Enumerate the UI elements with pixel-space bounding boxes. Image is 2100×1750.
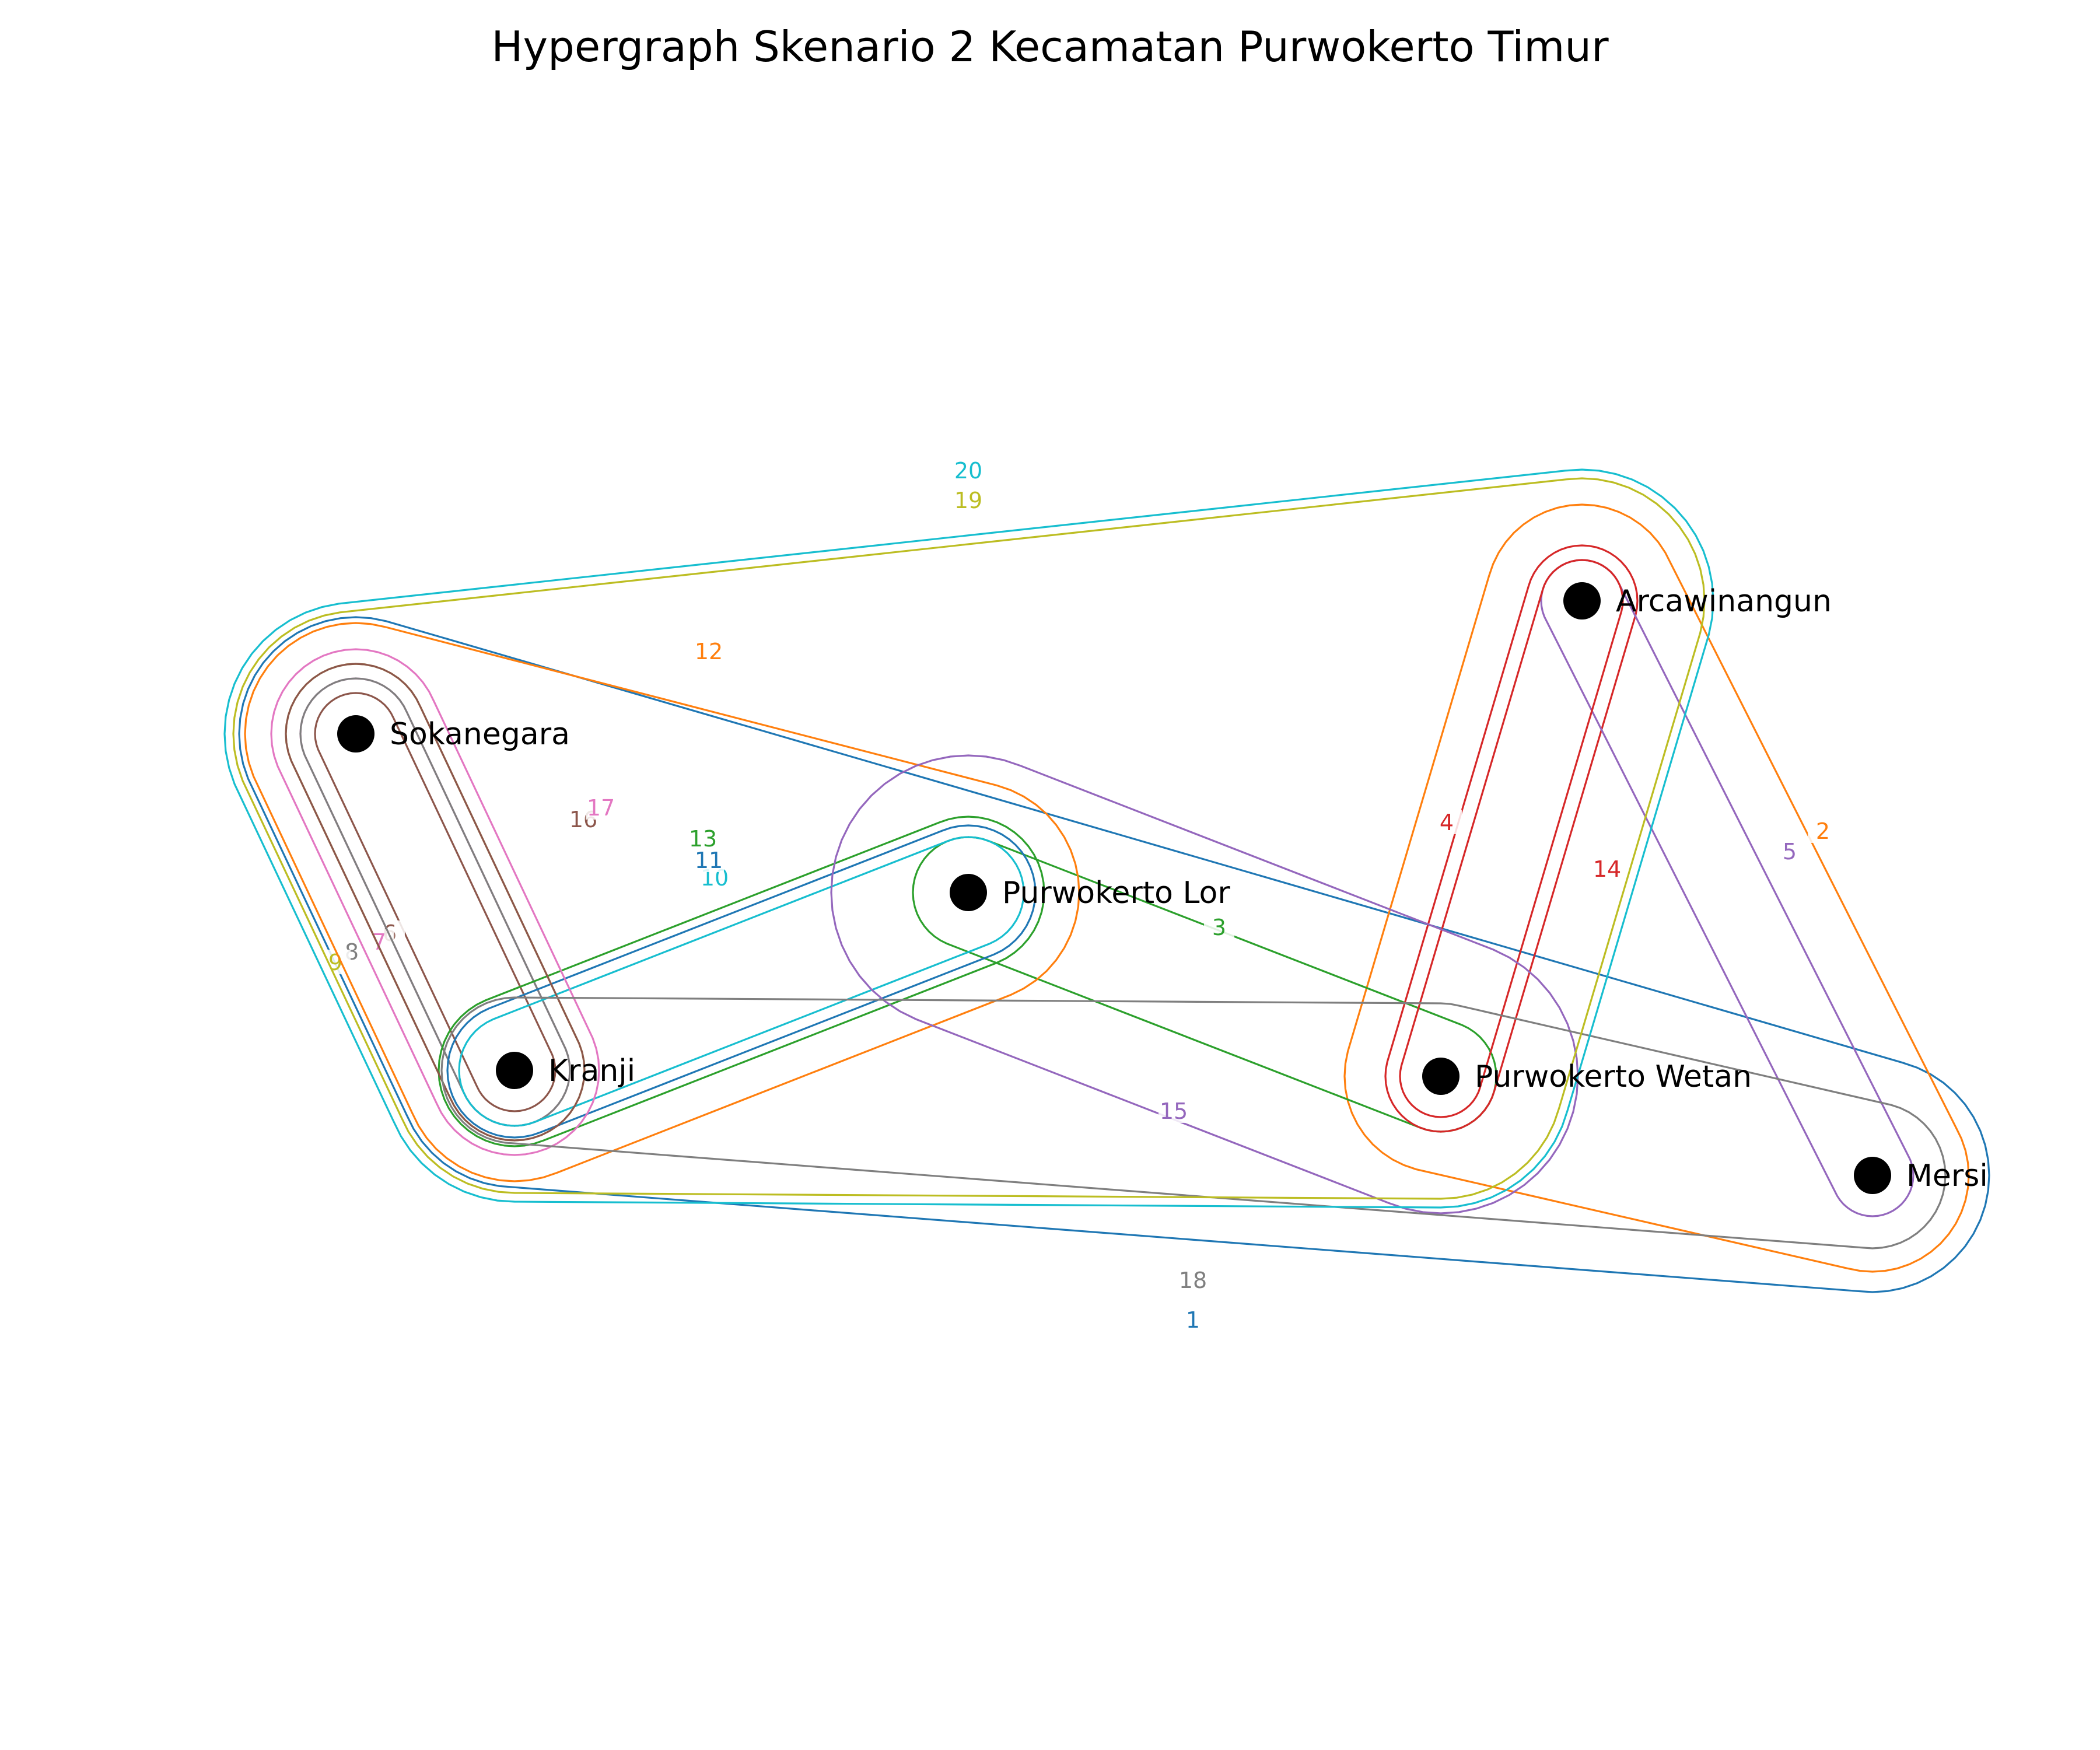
hyperedge-label-bg-4 (1432, 810, 1462, 834)
node-kranji (496, 1052, 533, 1089)
hyperedge-18 (440, 996, 1947, 1250)
hyperedge-label-bg-14 (1592, 856, 1622, 881)
hyperedge-label-12: 12 (695, 639, 723, 664)
hyperedge-label-1: 1 (1186, 1307, 1200, 1333)
hyperedge-4 (1384, 544, 1639, 1133)
hyperedges-layer: 1234567891011121314151617181920 (223, 458, 1990, 1333)
hyperedge-label-17: 17 (587, 795, 615, 821)
hyperedge-6 (314, 692, 556, 1112)
hyperedge-label-bg-19 (953, 488, 984, 512)
hyperedge-label-4: 4 (1440, 810, 1454, 835)
hyperedge-label-bg-11 (694, 848, 724, 872)
node-mersi (1854, 1157, 1891, 1194)
hyperedge-20 (223, 468, 1714, 1209)
hyperedge-14 (1399, 559, 1624, 1118)
hyperedge-label-13: 13 (689, 826, 717, 852)
hyperedge-label-3: 3 (1212, 915, 1226, 940)
node-arcawinangun (1563, 582, 1601, 620)
hyperedge-label-bg-20 (953, 458, 984, 482)
node-purwokerto_lor (950, 874, 987, 911)
hyperedge-label-5: 5 (1783, 839, 1797, 864)
node-label-arcawinangun: Arcawinangun (1616, 584, 1832, 619)
hyperedge-13 (438, 816, 1045, 1147)
hyperedge-label-bg-13 (688, 826, 718, 850)
hyperedge-label-bg-17 (586, 795, 616, 820)
hyperedge-label-bg-3 (1204, 915, 1234, 939)
hyperedge-label-bg-12 (694, 639, 724, 663)
node-sokanegara (337, 715, 374, 752)
node-label-purwokerto_wetan: Purwokerto Wetan (1475, 1059, 1752, 1094)
hyperedge-16 (285, 663, 586, 1142)
hyperedge-label-18: 18 (1179, 1268, 1207, 1293)
diagram-title: Hypergraph Skenario 2 Kecamatan Purwoker… (491, 22, 1609, 71)
node-label-kranji: Kranji (548, 1054, 635, 1088)
hyperedge-label-14: 14 (1593, 856, 1621, 882)
node-label-purwokerto_lor: Purwokerto Lor (1002, 876, 1230, 911)
hyperedge-10 (458, 836, 1025, 1127)
hyperedge-label-bg-2 (1808, 818, 1838, 843)
hyperedge-label-7: 7 (372, 929, 386, 955)
hyperedge-11 (446, 824, 1037, 1139)
node-purwokerto_wetan (1422, 1058, 1460, 1095)
hyperedge-label-20: 20 (954, 458, 982, 484)
node-label-mersi: Mersi (1906, 1158, 1988, 1194)
hyperedge-label-19: 19 (954, 488, 982, 513)
node-label-sokanegara: Sokanegara (390, 717, 570, 752)
hyperedge-17 (270, 648, 600, 1156)
hyperedge-2 (1343, 503, 1970, 1273)
hyperedge-5 (1540, 559, 1915, 1217)
nodes-layer: Sokanegara Kranji Purwokerto Lor Arcawinang… (337, 582, 1988, 1194)
hyperedge-1 (238, 616, 1990, 1293)
hyperedge-19 (232, 477, 1706, 1200)
hyperedge-label-11: 11 (695, 848, 723, 873)
hyperedge-label-bg-15 (1158, 1098, 1189, 1123)
hyperedge-label-2: 2 (1816, 818, 1830, 844)
hyperedge-label-bg-5 (1774, 839, 1805, 863)
hyperedge-label-9: 9 (328, 950, 342, 975)
hyperedge-label-15: 15 (1160, 1098, 1188, 1124)
hyperedge-12 (244, 622, 1080, 1182)
hyperedge-label-bg-1 (1178, 1307, 1208, 1332)
hyperedge-label-bg-18 (1178, 1268, 1208, 1292)
